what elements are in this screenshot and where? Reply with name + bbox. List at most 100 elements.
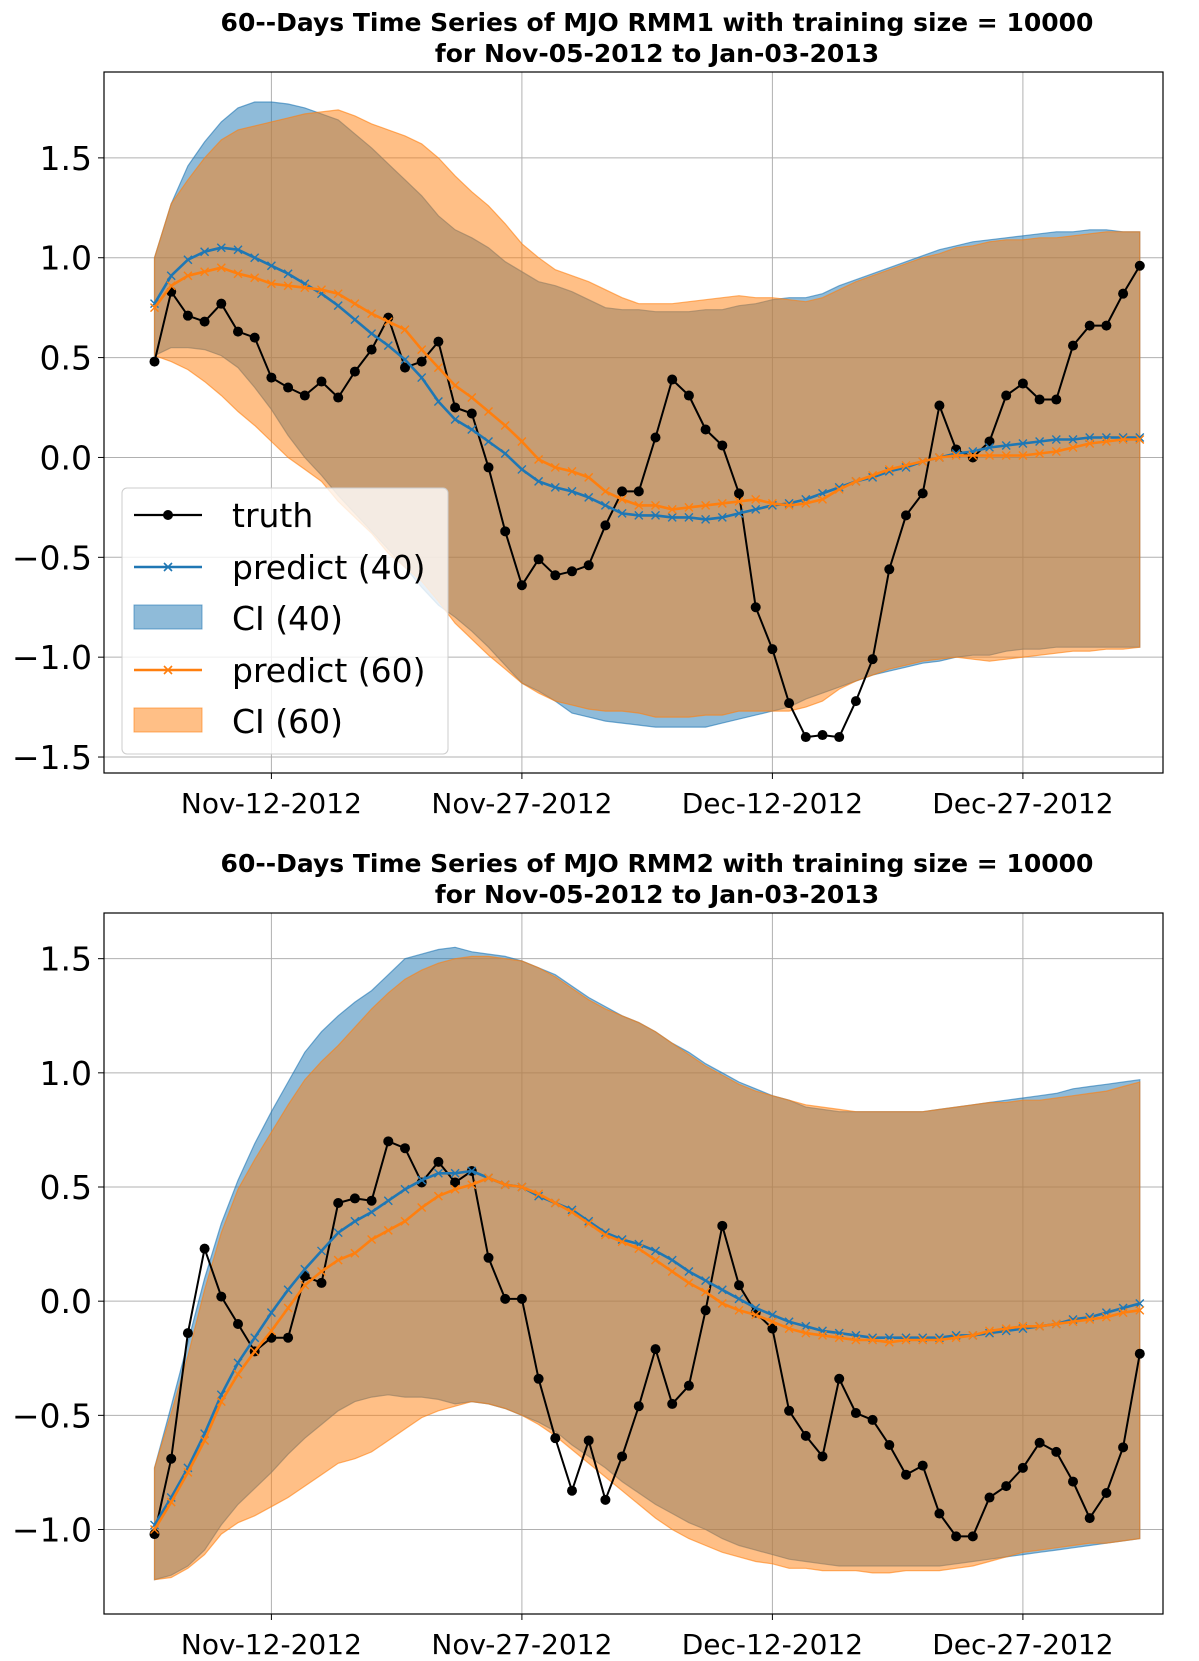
data-point-truth: [850, 1408, 861, 1419]
data-point-predict-60-: [1118, 434, 1128, 444]
data-point-predict-60-: [500, 421, 510, 430]
y-tick-label: 0.0: [40, 1282, 92, 1321]
data-point-predict-40-: [701, 514, 711, 524]
data-point-truth: [934, 1508, 945, 1519]
data-point-truth: [216, 298, 227, 309]
data-point-predict-60-: [667, 1266, 677, 1276]
data-point-predict-40-: [383, 341, 393, 351]
data-point-predict-60-: [1051, 1319, 1061, 1329]
data-point-predict-40-: [433, 1168, 443, 1178]
data-point-predict-40-: [701, 1276, 711, 1286]
ci-band-ci-60-: [153, 955, 1141, 1581]
data-point-predict-60-: [684, 502, 694, 512]
legend-entry-ci-40: CI (40): [133, 599, 343, 638]
data-point-truth: [1134, 1348, 1145, 1359]
data-point-predict-60-: [317, 285, 326, 295]
data-point-predict-40-: [216, 243, 226, 253]
data-point-predict-40-: [550, 482, 560, 492]
data-point-predict-60-: [1135, 1305, 1145, 1315]
data-point-predict-60-: [584, 472, 594, 482]
data-point-truth: [650, 1344, 661, 1355]
y-tick-label: 1.5: [40, 139, 92, 178]
data-point-predict-40-: [467, 1166, 477, 1176]
y-tick-label: −0.5: [12, 538, 92, 577]
data-point-predict-60-: [1085, 1314, 1095, 1324]
data-point-predict-40-: [166, 271, 176, 281]
data-point-predict-60-: [901, 1335, 911, 1345]
data-point-truth: [767, 644, 778, 655]
data-point-truth: [633, 1401, 644, 1412]
data-point-predict-60-: [183, 1467, 193, 1477]
y-tick-label: −1.5: [12, 738, 92, 777]
data-point-predict-60-: [233, 269, 243, 279]
data-point-predict-60-: [651, 1255, 660, 1265]
data-point-predict-60-: [166, 281, 176, 291]
data-point-truth: [249, 332, 260, 343]
data-point-predict-60-: [600, 486, 610, 496]
data-point-predict-40-: [367, 329, 377, 339]
data-point-truth: [500, 1293, 511, 1304]
data-point-predict-40-: [433, 397, 443, 407]
data-point-truth: [400, 1143, 410, 1154]
data-point-truth: [199, 1243, 210, 1254]
data-point-truth: [1084, 1513, 1095, 1524]
data-point-predict-60-: [617, 1237, 627, 1247]
data-point-truth: [717, 1220, 728, 1231]
legend-marker-truth: [163, 510, 173, 520]
data-point-truth: [333, 392, 344, 403]
data-point-predict-60-: [1068, 442, 1078, 452]
data-point-predict-40-: [684, 1266, 694, 1276]
data-point-predict-60-: [150, 1525, 159, 1535]
data-point-predict-60-: [417, 1203, 427, 1213]
plot-frame: [103, 71, 1164, 774]
x-tick-label: Nov-27-2012: [431, 1628, 612, 1661]
data-point-predict-60-: [433, 363, 443, 373]
data-point-predict-60-: [567, 466, 577, 476]
y-tick-label: 0.5: [40, 339, 92, 378]
legend-entry-ci-60: CI (60): [133, 702, 343, 741]
data-point-truth: [951, 1531, 962, 1542]
data-point-predict-60-: [985, 450, 994, 460]
data-point-predict-60-: [851, 476, 861, 486]
data-point-truth: [817, 730, 828, 741]
data-point-truth: [967, 1531, 978, 1542]
data-point-predict-60-: [383, 317, 393, 327]
data-point-predict-60-: [200, 1435, 210, 1445]
data-point-truth: [984, 436, 995, 447]
data-point-predict-60-: [985, 1326, 994, 1336]
y-tick-label: 0.0: [40, 438, 92, 477]
data-point-truth: [700, 1305, 711, 1316]
data-point-predict-60-: [667, 504, 677, 514]
x-tick-label: Dec-12-2012: [682, 787, 863, 820]
data-point-predict-40-: [734, 508, 744, 518]
data-point-predict-60-: [818, 1330, 827, 1340]
data-point-predict-60-: [333, 289, 343, 299]
data-point-truth: [416, 356, 427, 367]
data-point-truth: [1017, 1462, 1028, 1473]
data-point-predict-60-: [717, 1298, 727, 1308]
data-point-truth: [450, 1177, 461, 1188]
data-point-predict-40-: [467, 424, 477, 434]
legend-marker-predict-60: [163, 665, 173, 675]
data-point-predict-60-: [484, 1173, 493, 1183]
data-point-predict-60-: [367, 1235, 377, 1245]
data-point-predict-40-: [367, 1207, 377, 1217]
data-point-predict-40-: [617, 508, 627, 518]
data-point-truth: [784, 1405, 795, 1416]
data-point-truth: [934, 400, 945, 411]
data-point-predict-40-: [684, 512, 694, 522]
data-point-predict-60-: [550, 462, 560, 472]
data-point-truth: [917, 1460, 928, 1471]
y-tick-label: −1.0: [12, 1511, 92, 1550]
data-point-truth: [149, 356, 160, 367]
data-point-predict-40-: [734, 1294, 744, 1304]
data-point-predict-60-: [734, 496, 744, 506]
data-point-truth: [1118, 288, 1129, 299]
data-point-predict-60-: [968, 1330, 978, 1340]
legend-label-ci-60: CI (60): [232, 702, 343, 741]
series-line-predict-60-: [153, 266, 1140, 511]
data-point-predict-40-: [183, 255, 193, 265]
x-tick-label: Nov-12-2012: [181, 1628, 362, 1661]
data-point-truth: [617, 486, 628, 497]
data-point-predict-60-: [467, 393, 477, 403]
